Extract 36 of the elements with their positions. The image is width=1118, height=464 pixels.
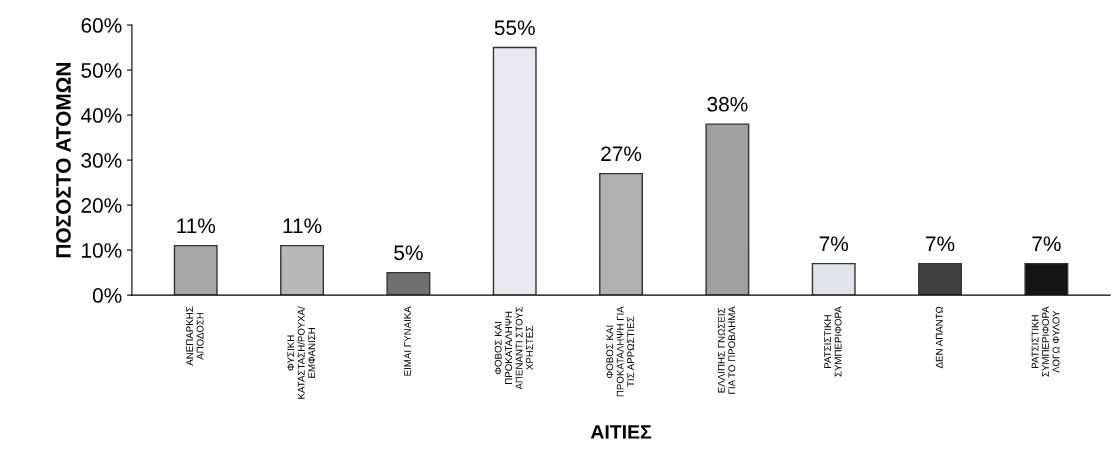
bar bbox=[492, 46, 537, 296]
bar bbox=[705, 123, 750, 296]
x-tick-label: ΔΕΝ ΑΠΑΝΤΩ bbox=[935, 306, 943, 369]
data-label: 11% bbox=[283, 218, 322, 234]
y-tick-label: 50% bbox=[81, 63, 122, 78]
bar bbox=[280, 244, 325, 296]
y-tick-label: 20% bbox=[81, 198, 122, 213]
x-tick-label: ΦΟΒΟΣ ΚΑΙ ΠΡΟΚΑΤΑΛΗΨΗ ΓΙΑ ΤΙΣ ΑΡΡΩΣΤΙΕΣ bbox=[606, 306, 635, 397]
x-tick-label: ΦΟΒΟΣ ΚΑΙ ΠΡΟΚΑΤΑΛΗΨΗ ΑΠΕΝΑΝΤΙ ΣΤΟΥΣ ΧΡΗΣΤΕΣ bbox=[494, 306, 533, 390]
data-label: 55% bbox=[494, 20, 535, 36]
data-label: 27% bbox=[601, 146, 642, 162]
y-tick-label: 30% bbox=[81, 153, 122, 168]
bar bbox=[599, 172, 644, 296]
data-label: 5% bbox=[394, 245, 423, 261]
x-axis-title: ΑΙΤΙΕΣ bbox=[590, 425, 652, 439]
bar bbox=[918, 262, 963, 296]
y-tick-label: 60% bbox=[81, 18, 122, 33]
y-tick-label: 0% bbox=[92, 288, 122, 303]
data-label: 11% bbox=[177, 218, 216, 234]
x-tick-label: ΕΛΛΙΠΗΣ ΓΝΩΣΕΙΣ ΓΙΑ ΤΟ ΠΡΟΒΛΗΜΑ bbox=[717, 306, 736, 394]
x-tick-label: ΕΙΜΑΙ ΓΥΝΑΙΚΑ bbox=[404, 306, 411, 376]
y-axis-title: ΠΟΣΟΣΤΟ ΑΤΟΜΩΝ bbox=[56, 62, 71, 258]
data-label: 38% bbox=[707, 96, 748, 112]
bar bbox=[1024, 262, 1069, 296]
x-tick-label: ΡΑΤΣΙΣΤΙΚΗ ΣΥΜΠΕΡΙΦΟΡΑ ΛΟΓΩ ΦΥΛΟΥ bbox=[1031, 306, 1060, 377]
y-tick-label: 10% bbox=[82, 243, 122, 258]
bar bbox=[173, 244, 218, 296]
bar bbox=[811, 262, 856, 296]
data-label: 7% bbox=[1032, 236, 1061, 252]
data-label: 7% bbox=[926, 236, 955, 252]
y-tick-label: 40% bbox=[80, 108, 122, 123]
x-tick-label: ΡΑΤΣΙΣΤΙΚΗ ΣΥΜΠΕΡΙΦΟΡΑ bbox=[824, 306, 842, 377]
data-label: 7% bbox=[819, 236, 849, 252]
x-tick-label: ΑΝΕΠΑΡΚΗΣ ΑΠΟΔΟΣΗ bbox=[186, 306, 204, 366]
bar bbox=[386, 271, 431, 296]
x-tick-label: ΦΥΣΙΚΗ ΚΑΤΑΣΤΑΣΗ/ΡΟΥΧΑ/ ΕΜΦΑΝΙΣΗ bbox=[287, 306, 316, 399]
